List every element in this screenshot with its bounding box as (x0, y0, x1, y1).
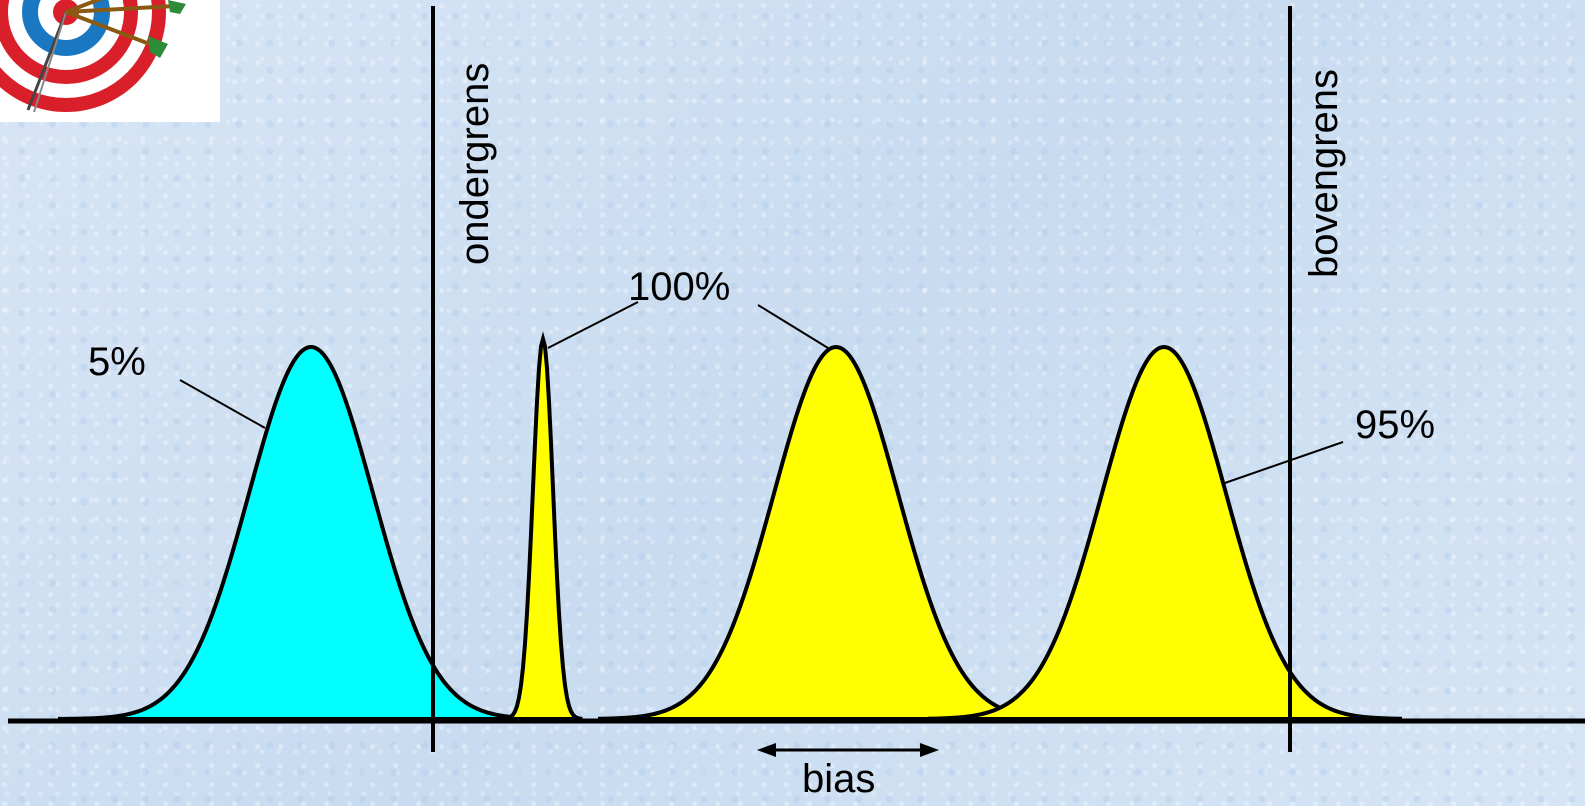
bias-double-arrow (757, 743, 939, 757)
label-100pct: 100% (628, 265, 730, 309)
label-95pct: 95% (1355, 403, 1435, 447)
leader-line-100pct (757, 304, 829, 349)
distribution-curve-100pct (598, 344, 1072, 721)
leader-line-5pct (179, 379, 266, 429)
target-with-darts-icon (0, 0, 220, 122)
distribution-curve-95pct (928, 344, 1402, 721)
distribution-curve-100pct-narrow (503, 331, 583, 721)
label-5pct: 5% (88, 340, 146, 384)
leader-line-100pct-narrow (547, 301, 639, 349)
bias-label: bias (802, 757, 875, 801)
lower-limit-label: ondergrens (453, 63, 497, 265)
upper-limit-label: bovengrens (1302, 69, 1346, 278)
distribution-curve-5pct (58, 345, 562, 721)
leader-line-95pct (1221, 441, 1344, 485)
